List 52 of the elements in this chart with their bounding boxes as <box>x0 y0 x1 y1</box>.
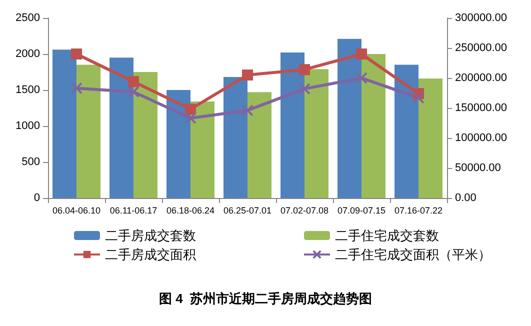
y-tick-label: 1500 <box>16 84 40 96</box>
bar <box>394 64 418 198</box>
bar <box>362 54 386 198</box>
x-tick-label: 06.25-07.01 <box>223 206 272 216</box>
bar <box>224 77 248 198</box>
point <box>299 64 310 76</box>
x-tick-label: 07.02-07.08 <box>280 206 329 216</box>
legend-label: 二手房成交面积 <box>105 247 196 262</box>
point <box>70 82 82 94</box>
legend-label: 二手住宅成交套数 <box>335 228 439 243</box>
bar <box>110 58 134 198</box>
x-tick-label: 07.16-07.22 <box>394 206 443 216</box>
bar <box>166 90 190 198</box>
point <box>71 48 82 60</box>
y2-tick-label: 150000.00 <box>455 102 507 114</box>
y-tick-label: 0 <box>34 192 40 204</box>
bar <box>248 92 272 198</box>
x-tick-label: 07.09-07.15 <box>337 206 386 216</box>
x-tick-label: 06.11-06.17 <box>110 206 158 216</box>
bar <box>190 102 214 198</box>
bar <box>280 52 304 198</box>
point <box>242 70 253 80</box>
y-tick-label: 1000 <box>16 120 40 132</box>
y-tick-label: 2000 <box>16 48 40 60</box>
point <box>128 76 139 88</box>
point <box>298 82 310 95</box>
point <box>185 104 196 115</box>
bar <box>76 64 100 198</box>
bar <box>304 69 328 198</box>
y2-tick-label: 300000.00 <box>455 12 507 24</box>
bar <box>418 78 442 198</box>
bar <box>338 38 362 198</box>
point <box>242 104 254 116</box>
text: 图 4 苏州市近期二手房周成交趋势图 <box>158 291 372 306</box>
y-tick-label: 2500 <box>16 12 40 24</box>
bar <box>134 72 158 198</box>
y2-tick-label: 100000.00 <box>455 132 507 144</box>
point <box>356 48 367 60</box>
point <box>184 112 196 124</box>
legend-label: 二手住宅成交面积（平米） <box>335 247 491 262</box>
point <box>412 92 424 104</box>
y2-tick-label: 200000.00 <box>455 72 507 84</box>
y2-tick-label: 50000.00 <box>455 162 501 174</box>
point <box>128 86 140 98</box>
legend-label: 二手房成交套数 <box>105 228 196 243</box>
x-tick-label: 06.04-06.10 <box>52 206 101 216</box>
bar <box>52 50 76 198</box>
point <box>356 72 368 84</box>
x-tick-label: 06.18-06.24 <box>166 206 215 216</box>
y-tick-label: 500 <box>22 156 40 168</box>
y2-tick-label: 250000.00 <box>455 42 507 54</box>
y2-tick-label: 0.00 <box>455 192 476 204</box>
